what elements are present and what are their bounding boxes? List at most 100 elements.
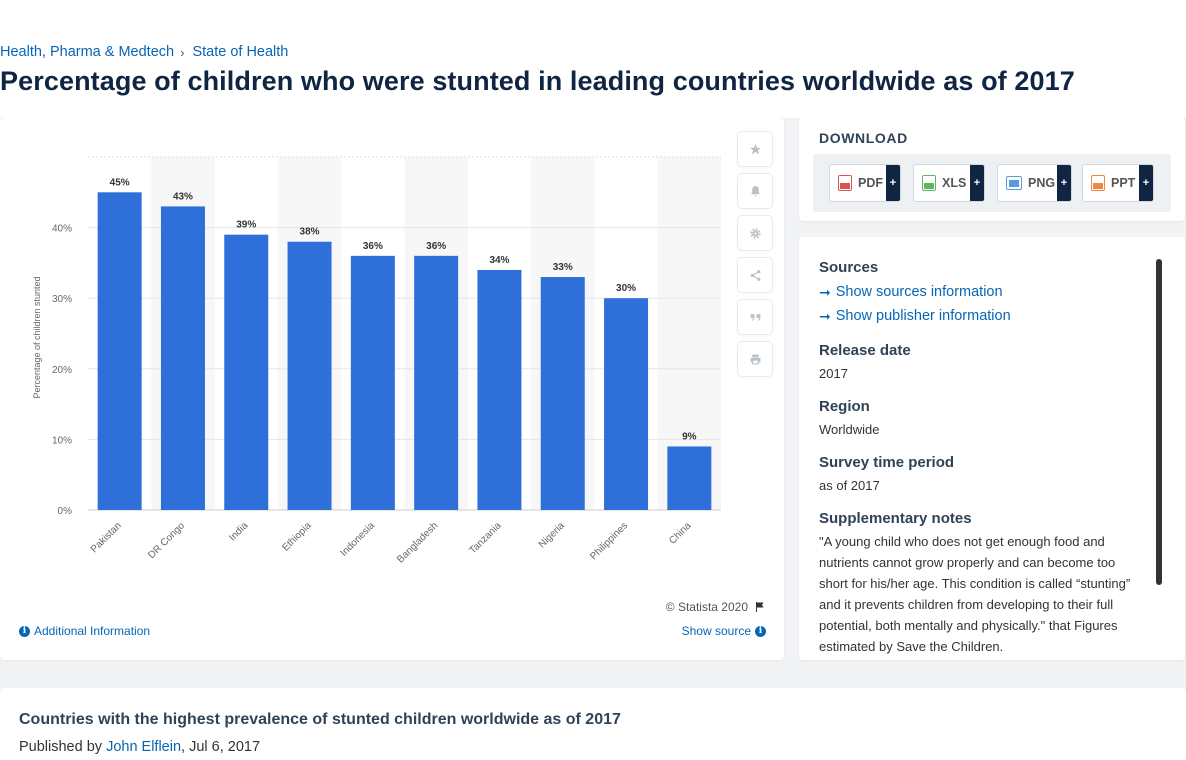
region-heading: Region xyxy=(819,398,870,415)
y-axis-label: Percentage of children stunted xyxy=(32,276,42,398)
show-sources-label: Show sources information xyxy=(835,284,1003,300)
download-ppt-button[interactable]: PPT + xyxy=(1082,164,1154,202)
x-tick-label: Nigeria xyxy=(537,520,567,550)
copyright-text: © Statista 2020 xyxy=(665,600,748,614)
additional-information-link[interactable]: i Additional Information xyxy=(19,624,150,638)
release-section: Release date 2017 xyxy=(819,342,1145,384)
show-source-label: Show source xyxy=(681,624,751,638)
data-label: 38% xyxy=(300,227,320,238)
data-label: 9% xyxy=(682,431,697,442)
notes-value: "A young child who does not get enough f… xyxy=(819,534,1131,654)
info-card: Sources ➞ Show sources information ➞ Show … xyxy=(799,237,1185,660)
copyright: © Statista 2020 xyxy=(666,600,766,614)
xls-file-icon xyxy=(922,175,936,191)
info-content: Sources ➞ Show sources information ➞ Show … xyxy=(819,259,1145,660)
download-xls-button[interactable]: XLS + xyxy=(913,164,985,202)
y-tick-label: 0% xyxy=(58,506,73,517)
info-icon: i xyxy=(19,625,30,637)
published-line: Published by John Elflein, Jul 6, 2017 xyxy=(19,739,260,755)
survey-heading: Survey time period xyxy=(819,454,955,471)
flag-icon[interactable] xyxy=(754,601,766,613)
x-tick-label: India xyxy=(227,520,250,543)
x-tick-label: Indonesia xyxy=(339,520,378,559)
share-icon[interactable] xyxy=(738,258,772,292)
x-tick-label: DR Congo xyxy=(146,520,187,561)
pdf-file-icon xyxy=(838,175,852,191)
download-pdf-plus[interactable]: + xyxy=(886,165,900,201)
survey-value: as of 2017 xyxy=(819,478,880,493)
data-label: 36% xyxy=(426,241,446,252)
data-label: 36% xyxy=(363,241,383,252)
download-png-plus[interactable]: + xyxy=(1057,165,1071,201)
download-buttons: PDF + XLS + PNG + PPT + xyxy=(813,154,1171,212)
data-label: 45% xyxy=(110,177,130,188)
y-tick-label: 30% xyxy=(52,294,72,305)
arrow-right-icon: ➞ xyxy=(819,308,831,324)
download-pdf-button[interactable]: PDF + xyxy=(829,164,901,202)
show-publisher-link[interactable]: ➞ Show publisher information xyxy=(819,304,1145,328)
info-scrollbar[interactable] xyxy=(1156,259,1162,585)
notes-section: Supplementary notes "A young child who d… xyxy=(819,510,1145,657)
region-section: Region Worldwide xyxy=(819,398,1145,440)
description-title: Countries with the highest prevalence of… xyxy=(19,711,621,728)
download-xls-plus[interactable]: + xyxy=(970,165,984,201)
print-icon[interactable] xyxy=(738,342,772,376)
download-png-label: PNG xyxy=(1028,176,1056,190)
bar-pakistan xyxy=(97,192,142,511)
bar-nigeria xyxy=(540,277,585,510)
published-by-label: Published by xyxy=(19,739,107,755)
y-tick-label: 10% xyxy=(52,435,72,446)
download-xls-label: XLS xyxy=(942,176,967,190)
x-tick-label: Bangladesh xyxy=(395,520,440,565)
data-label: 43% xyxy=(173,191,193,202)
download-png-button[interactable]: PNG + xyxy=(997,164,1072,202)
show-source-link[interactable]: Show source i xyxy=(682,624,766,638)
page-title: Percentage of children who were stunted … xyxy=(0,66,1075,96)
y-tick-label: 20% xyxy=(52,365,72,376)
breadcrumb: Health, Pharma & Medtech › State of Heal… xyxy=(0,44,288,60)
bar-philippines xyxy=(604,298,649,510)
y-tick-label: 40% xyxy=(52,224,72,235)
show-publisher-label: Show publisher information xyxy=(835,308,1011,324)
description-card: Countries with the highest prevalence of… xyxy=(0,688,1186,760)
download-ppt-plus[interactable]: + xyxy=(1139,165,1153,201)
quote-icon[interactable] xyxy=(738,300,772,334)
bell-icon[interactable] xyxy=(738,174,772,208)
bar-china xyxy=(667,446,712,510)
bar-dr-congo xyxy=(160,206,205,511)
info-icon: i xyxy=(755,625,766,637)
bar-chart: 0% 10% 20% 30% 40% Percentage of children stu… xyxy=(32,156,721,565)
show-sources-link[interactable]: ➞ Show sources information xyxy=(819,280,1145,304)
sources-heading: Sources xyxy=(819,259,879,276)
download-card: DOWNLOAD PDF + XLS + PNG + PPT + xyxy=(799,118,1185,221)
download-ppt-label: PPT xyxy=(1111,176,1136,190)
data-label: 39% xyxy=(236,220,256,231)
breadcrumb-item-health[interactable]: Health, Pharma & Medtech xyxy=(0,44,175,60)
bar-bangladesh xyxy=(414,255,459,510)
star-icon[interactable] xyxy=(738,132,772,166)
data-label: 34% xyxy=(489,255,509,266)
bar-india xyxy=(224,234,269,510)
author-link[interactable]: John Elflein xyxy=(106,739,182,755)
sources-section: Sources ➞ Show sources information ➞ Show … xyxy=(819,259,1145,328)
x-tick-label: Pakistan xyxy=(89,520,124,555)
x-tick-label: China xyxy=(667,520,694,547)
download-heading: DOWNLOAD xyxy=(819,130,908,146)
region-value: Worldwide xyxy=(819,422,880,437)
x-tick-label: Ethiopia xyxy=(280,520,314,554)
gear-icon[interactable] xyxy=(738,216,772,250)
top-band xyxy=(0,0,1186,118)
ppt-file-icon xyxy=(1091,175,1105,191)
survey-section: Survey time period as of 2017 xyxy=(819,454,1145,496)
bar-tanzania xyxy=(477,269,522,510)
x-tick-label: Philippines xyxy=(588,520,630,562)
additional-information-label: Additional Information xyxy=(34,624,151,638)
notes-heading: Supplementary notes xyxy=(819,510,972,527)
download-pdf-label: PDF xyxy=(858,176,883,190)
data-label: 33% xyxy=(553,262,573,273)
breadcrumb-separator: › xyxy=(180,44,185,60)
release-heading: Release date xyxy=(819,342,911,359)
breadcrumb-item-state-of-health[interactable]: State of Health xyxy=(192,44,289,60)
bar-ethiopia xyxy=(287,241,332,510)
x-tick-label: Tanzania xyxy=(467,520,503,556)
